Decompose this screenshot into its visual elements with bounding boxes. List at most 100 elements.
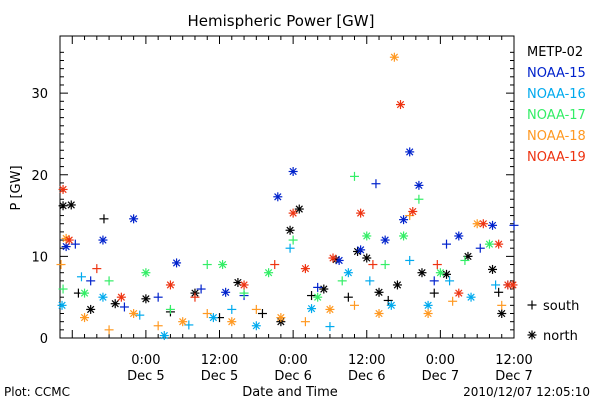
legend-entry: NOAA-16 bbox=[527, 87, 586, 102]
x-tick-time-label: 12:00 bbox=[201, 353, 238, 368]
data-point bbox=[408, 206, 418, 216]
y-tick-label: 30 bbox=[31, 87, 48, 102]
data-point bbox=[264, 268, 274, 278]
y-tick-label: 10 bbox=[31, 250, 48, 265]
data-point bbox=[141, 268, 151, 278]
x-tick-time-label: 0:00 bbox=[279, 353, 308, 368]
x-tick-time-label: 12:00 bbox=[348, 353, 385, 368]
data-point bbox=[423, 309, 433, 319]
legend-entry: NOAA-17 bbox=[527, 108, 586, 123]
data-point bbox=[58, 201, 68, 211]
data-point bbox=[508, 280, 518, 290]
data-point bbox=[92, 264, 102, 274]
y-tick-label: 0 bbox=[40, 332, 48, 347]
data-point bbox=[429, 276, 439, 286]
data-point bbox=[300, 317, 310, 327]
data-point bbox=[466, 292, 476, 302]
data-point bbox=[165, 280, 175, 290]
data-point bbox=[294, 204, 304, 214]
data-point bbox=[202, 309, 212, 319]
data-point bbox=[319, 284, 329, 294]
data-point bbox=[356, 208, 366, 218]
data-point bbox=[276, 313, 286, 323]
data-point bbox=[64, 235, 74, 245]
data-point bbox=[491, 280, 501, 290]
data-point bbox=[221, 287, 231, 297]
data-point bbox=[251, 304, 261, 314]
data-point bbox=[374, 287, 384, 297]
data-point bbox=[58, 284, 68, 294]
x-axis-label: Date and Time bbox=[242, 385, 338, 400]
data-point bbox=[435, 268, 445, 278]
plot-timestamp: 2010/12/07 12:05:10 bbox=[463, 385, 590, 399]
data-point bbox=[497, 309, 507, 319]
plot-source-label: Plot: CCMC bbox=[4, 385, 70, 399]
data-point bbox=[448, 296, 458, 306]
data-point bbox=[129, 309, 139, 319]
data-point bbox=[141, 294, 151, 304]
data-point bbox=[325, 322, 335, 332]
data-point bbox=[405, 147, 415, 157]
data-point bbox=[70, 239, 80, 249]
data-point bbox=[239, 288, 249, 298]
marker-legend: south north bbox=[527, 299, 579, 344]
data-point bbox=[98, 235, 108, 245]
data-point bbox=[76, 272, 86, 282]
data-point bbox=[463, 251, 473, 261]
data-point bbox=[227, 317, 237, 327]
data-point bbox=[423, 300, 433, 310]
data-point bbox=[343, 268, 353, 278]
data-point bbox=[190, 292, 200, 302]
data-point bbox=[488, 264, 498, 274]
x-tick-time-label: 0:00 bbox=[131, 353, 160, 368]
data-point bbox=[239, 280, 249, 290]
data-point bbox=[218, 260, 228, 270]
data-point bbox=[153, 321, 163, 331]
x-tick-time-label: 0:00 bbox=[426, 353, 455, 368]
data-point bbox=[104, 325, 114, 335]
data-point bbox=[313, 282, 323, 292]
data-point bbox=[380, 235, 390, 245]
data-point bbox=[392, 280, 402, 290]
data-point bbox=[445, 276, 455, 286]
data-point bbox=[172, 258, 182, 268]
data-point bbox=[178, 317, 188, 327]
data-point bbox=[497, 300, 507, 310]
legend-entry: NOAA-19 bbox=[527, 150, 586, 165]
x-tick-day-label: Dec 5 bbox=[127, 369, 165, 384]
data-point bbox=[86, 304, 96, 314]
data-point bbox=[66, 200, 76, 210]
data-point bbox=[484, 239, 494, 249]
data-point bbox=[368, 260, 378, 270]
legend-entry: METP-02 bbox=[527, 45, 583, 60]
marker-legend-symbol bbox=[527, 300, 537, 310]
data-point bbox=[432, 260, 442, 270]
data-point bbox=[159, 331, 169, 341]
data-point bbox=[494, 239, 504, 249]
data-point bbox=[116, 292, 126, 302]
data-point bbox=[442, 239, 452, 249]
data-point bbox=[227, 304, 237, 314]
y-axis-label: P [GW] bbox=[9, 165, 24, 210]
data-point bbox=[325, 304, 335, 314]
data-point bbox=[353, 246, 363, 256]
data-point bbox=[288, 166, 298, 176]
data-point bbox=[251, 321, 261, 331]
data-point bbox=[386, 300, 396, 310]
marker-legend-label: north bbox=[543, 329, 578, 344]
data-point bbox=[104, 276, 114, 286]
data-point bbox=[399, 231, 409, 241]
data-point bbox=[99, 214, 109, 224]
data-point bbox=[165, 304, 175, 314]
data-point bbox=[98, 292, 108, 302]
x-tick-day-label: Dec 5 bbox=[201, 369, 239, 384]
data-point bbox=[119, 302, 129, 312]
legend: METP-02 NOAA-15 NOAA-16 NOAA-17 NOAA-18 NOAA-… bbox=[527, 45, 586, 165]
data-point bbox=[110, 299, 120, 309]
data-point bbox=[337, 276, 347, 286]
data-point bbox=[61, 242, 71, 252]
data-point bbox=[153, 292, 163, 302]
data-point bbox=[362, 231, 372, 241]
data-point bbox=[460, 255, 470, 265]
